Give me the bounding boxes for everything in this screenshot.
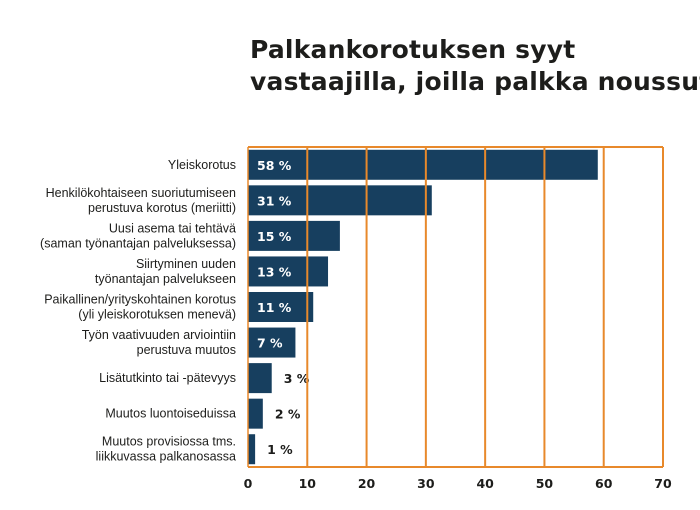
bar-1 <box>248 185 432 216</box>
chart-title: Palkankorotuksen syyt vastaajilla, joill… <box>250 34 700 98</box>
bar-3 <box>248 256 329 287</box>
category-label-8-1: liikkuvassa palkanosassa <box>96 450 236 464</box>
category-label-7-0: Muutos luontoiseduissa <box>105 407 236 421</box>
category-label-2-1: (saman työnantajan palveluksessa) <box>40 236 236 250</box>
x-tick-label-5: 50 <box>536 476 554 491</box>
value-label-3: 13 % <box>257 264 292 279</box>
x-tick-label-0: 0 <box>244 476 253 491</box>
chart-title-line-2: vastaajilla, joilla palkka noussut <box>250 67 700 96</box>
value-label-4: 11 % <box>257 300 292 315</box>
bar-7 <box>248 398 263 429</box>
bar-8 <box>248 434 256 465</box>
value-label-0: 58 % <box>257 158 292 173</box>
bar-5 <box>248 327 296 358</box>
x-tick-label-7: 70 <box>654 476 672 491</box>
category-label-5-1: perustuva muutos <box>137 343 236 357</box>
category-label-1-1: perustuva korotus (meriitti) <box>88 201 236 215</box>
x-tick-label-6: 60 <box>595 476 613 491</box>
category-label-1-0: Henkilökohtaiseen suoriutumiseen <box>46 186 236 200</box>
category-label-4-0: Paikallinen/yrityskohtainen korotus <box>44 293 236 307</box>
category-label-5-0: Työn vaativuuden arviointiin <box>82 328 236 342</box>
value-label-1: 31 % <box>257 193 292 208</box>
x-tick-label-2: 20 <box>358 476 376 491</box>
chart-title-line-1: Palkankorotuksen syyt <box>250 35 576 64</box>
category-label-6-0: Lisätutkinto tai -pätevyys <box>99 371 236 385</box>
category-label-2-0: Uusi asema tai tehtävä <box>109 221 236 235</box>
value-label-7: 2 % <box>275 407 301 422</box>
value-label-6: 3 % <box>284 371 310 386</box>
bar-2 <box>248 220 340 251</box>
x-tick-label-1: 10 <box>299 476 317 491</box>
value-label-8: 1 % <box>267 442 293 457</box>
x-tick-label-4: 40 <box>476 476 494 491</box>
category-label-4-1: (yli yleiskorotuksen menevä) <box>78 308 236 322</box>
value-label-2: 15 % <box>257 229 292 244</box>
value-label-5: 7 % <box>257 336 283 351</box>
bar-4 <box>248 292 314 322</box>
category-label-8-0: Muutos provisiossa tms. <box>102 435 236 449</box>
bar-6 <box>248 363 272 394</box>
category-label-3-0: Siirtyminen uuden <box>136 257 236 271</box>
category-label-3-1: työnantajan palvelukseen <box>95 272 236 286</box>
category-label-0-0: Yleiskorotus <box>168 158 236 172</box>
x-tick-label-3: 30 <box>417 476 435 491</box>
